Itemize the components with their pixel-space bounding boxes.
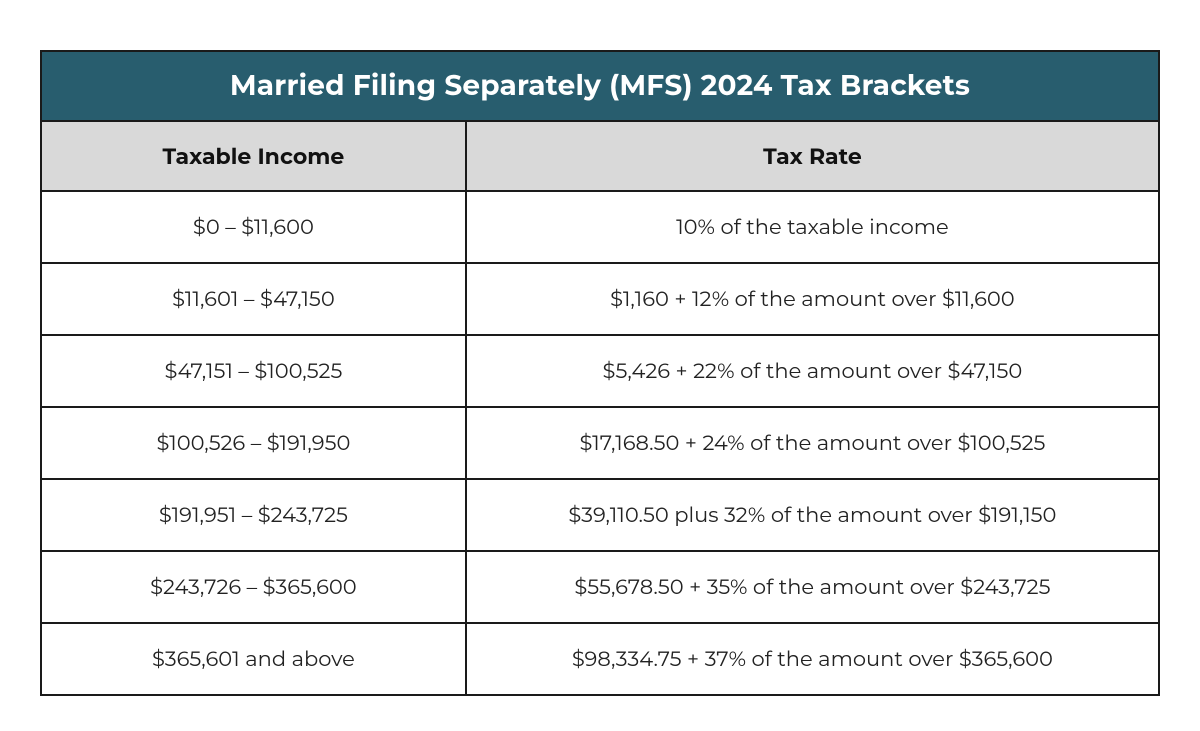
cell-rate: $17,168.50 + 24% of the amount over $100…	[466, 407, 1159, 479]
table-title-row: Married Filing Separately (MFS) 2024 Tax…	[41, 51, 1159, 121]
cell-income: $243,726 – $365,600	[41, 551, 466, 623]
table-row: $191,951 – $243,725 $39,110.50 plus 32% …	[41, 479, 1159, 551]
table-row: $365,601 and above $98,334.75 + 37% of t…	[41, 623, 1159, 695]
cell-income: $100,526 – $191,950	[41, 407, 466, 479]
cell-rate: $5,426 + 22% of the amount over $47,150	[466, 335, 1159, 407]
cell-rate: $39,110.50 plus 32% of the amount over $…	[466, 479, 1159, 551]
cell-income: $0 – $11,600	[41, 191, 466, 263]
table-container: Married Filing Separately (MFS) 2024 Tax…	[0, 0, 1200, 731]
table-row: $47,151 – $100,525 $5,426 + 22% of the a…	[41, 335, 1159, 407]
table-row: $11,601 – $47,150 $1,160 + 12% of the am…	[41, 263, 1159, 335]
cell-rate: $55,678.50 + 35% of the amount over $243…	[466, 551, 1159, 623]
table-row: $100,526 – $191,950 $17,168.50 + 24% of …	[41, 407, 1159, 479]
column-header-rate: Tax Rate	[466, 121, 1159, 191]
cell-income: $11,601 – $47,150	[41, 263, 466, 335]
tax-brackets-table: Married Filing Separately (MFS) 2024 Tax…	[40, 50, 1160, 696]
cell-income: $47,151 – $100,525	[41, 335, 466, 407]
cell-income: $365,601 and above	[41, 623, 466, 695]
table-row: $243,726 – $365,600 $55,678.50 + 35% of …	[41, 551, 1159, 623]
cell-rate: $1,160 + 12% of the amount over $11,600	[466, 263, 1159, 335]
cell-income: $191,951 – $243,725	[41, 479, 466, 551]
column-header-income: Taxable Income	[41, 121, 466, 191]
table-row: $0 – $11,600 10% of the taxable income	[41, 191, 1159, 263]
cell-rate: $98,334.75 + 37% of the amount over $365…	[466, 623, 1159, 695]
table-title: Married Filing Separately (MFS) 2024 Tax…	[41, 51, 1159, 121]
table-header-row: Taxable Income Tax Rate	[41, 121, 1159, 191]
cell-rate: 10% of the taxable income	[466, 191, 1159, 263]
